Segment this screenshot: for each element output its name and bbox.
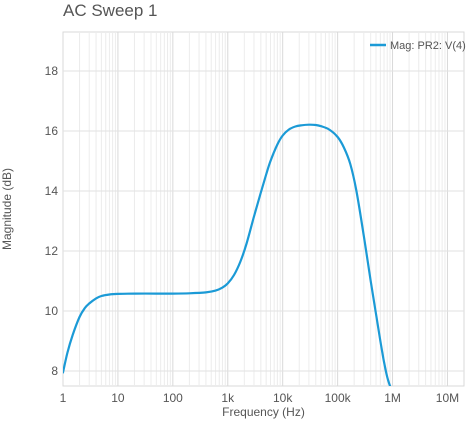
x-axis-ticks: 1 10 100 1k 10k 100k 1M 10M — [60, 391, 459, 405]
chart-title: AC Sweep 1 — [63, 1, 158, 20]
x-tick-label: 1M — [384, 391, 401, 405]
y-axis-title: Magnitude (dB) — [0, 168, 14, 250]
x-tick-label: 100k — [325, 391, 352, 405]
legend: Mag: PR2: V(4) — [370, 40, 466, 52]
plot-area — [62, 31, 465, 387]
y-tick-label: 14 — [45, 184, 59, 198]
y-axis-ticks: 8 10 12 14 16 18 — [45, 64, 59, 378]
y-tick-label: 18 — [45, 64, 59, 78]
x-tick-label: 10M — [436, 391, 459, 405]
y-tick-label: 10 — [45, 304, 59, 318]
x-tick-label: 10k — [273, 391, 293, 405]
y-tick-label: 8 — [51, 364, 58, 378]
y-tick-label: 16 — [45, 124, 59, 138]
y-tick-label: 12 — [45, 244, 59, 258]
series-layer — [63, 123, 392, 386]
x-tick-label: 1k — [221, 391, 235, 405]
legend-label: Mag: PR2: V(4) — [390, 40, 466, 52]
x-tick-label: 1 — [60, 391, 67, 405]
x-tick-label: 100 — [163, 391, 183, 405]
series-line — [63, 123, 392, 386]
x-tick-label: 10 — [111, 391, 125, 405]
x-axis-title: Frequency (Hz) — [222, 405, 305, 419]
major-grid — [62, 32, 464, 386]
minor-grid — [79, 32, 446, 386]
